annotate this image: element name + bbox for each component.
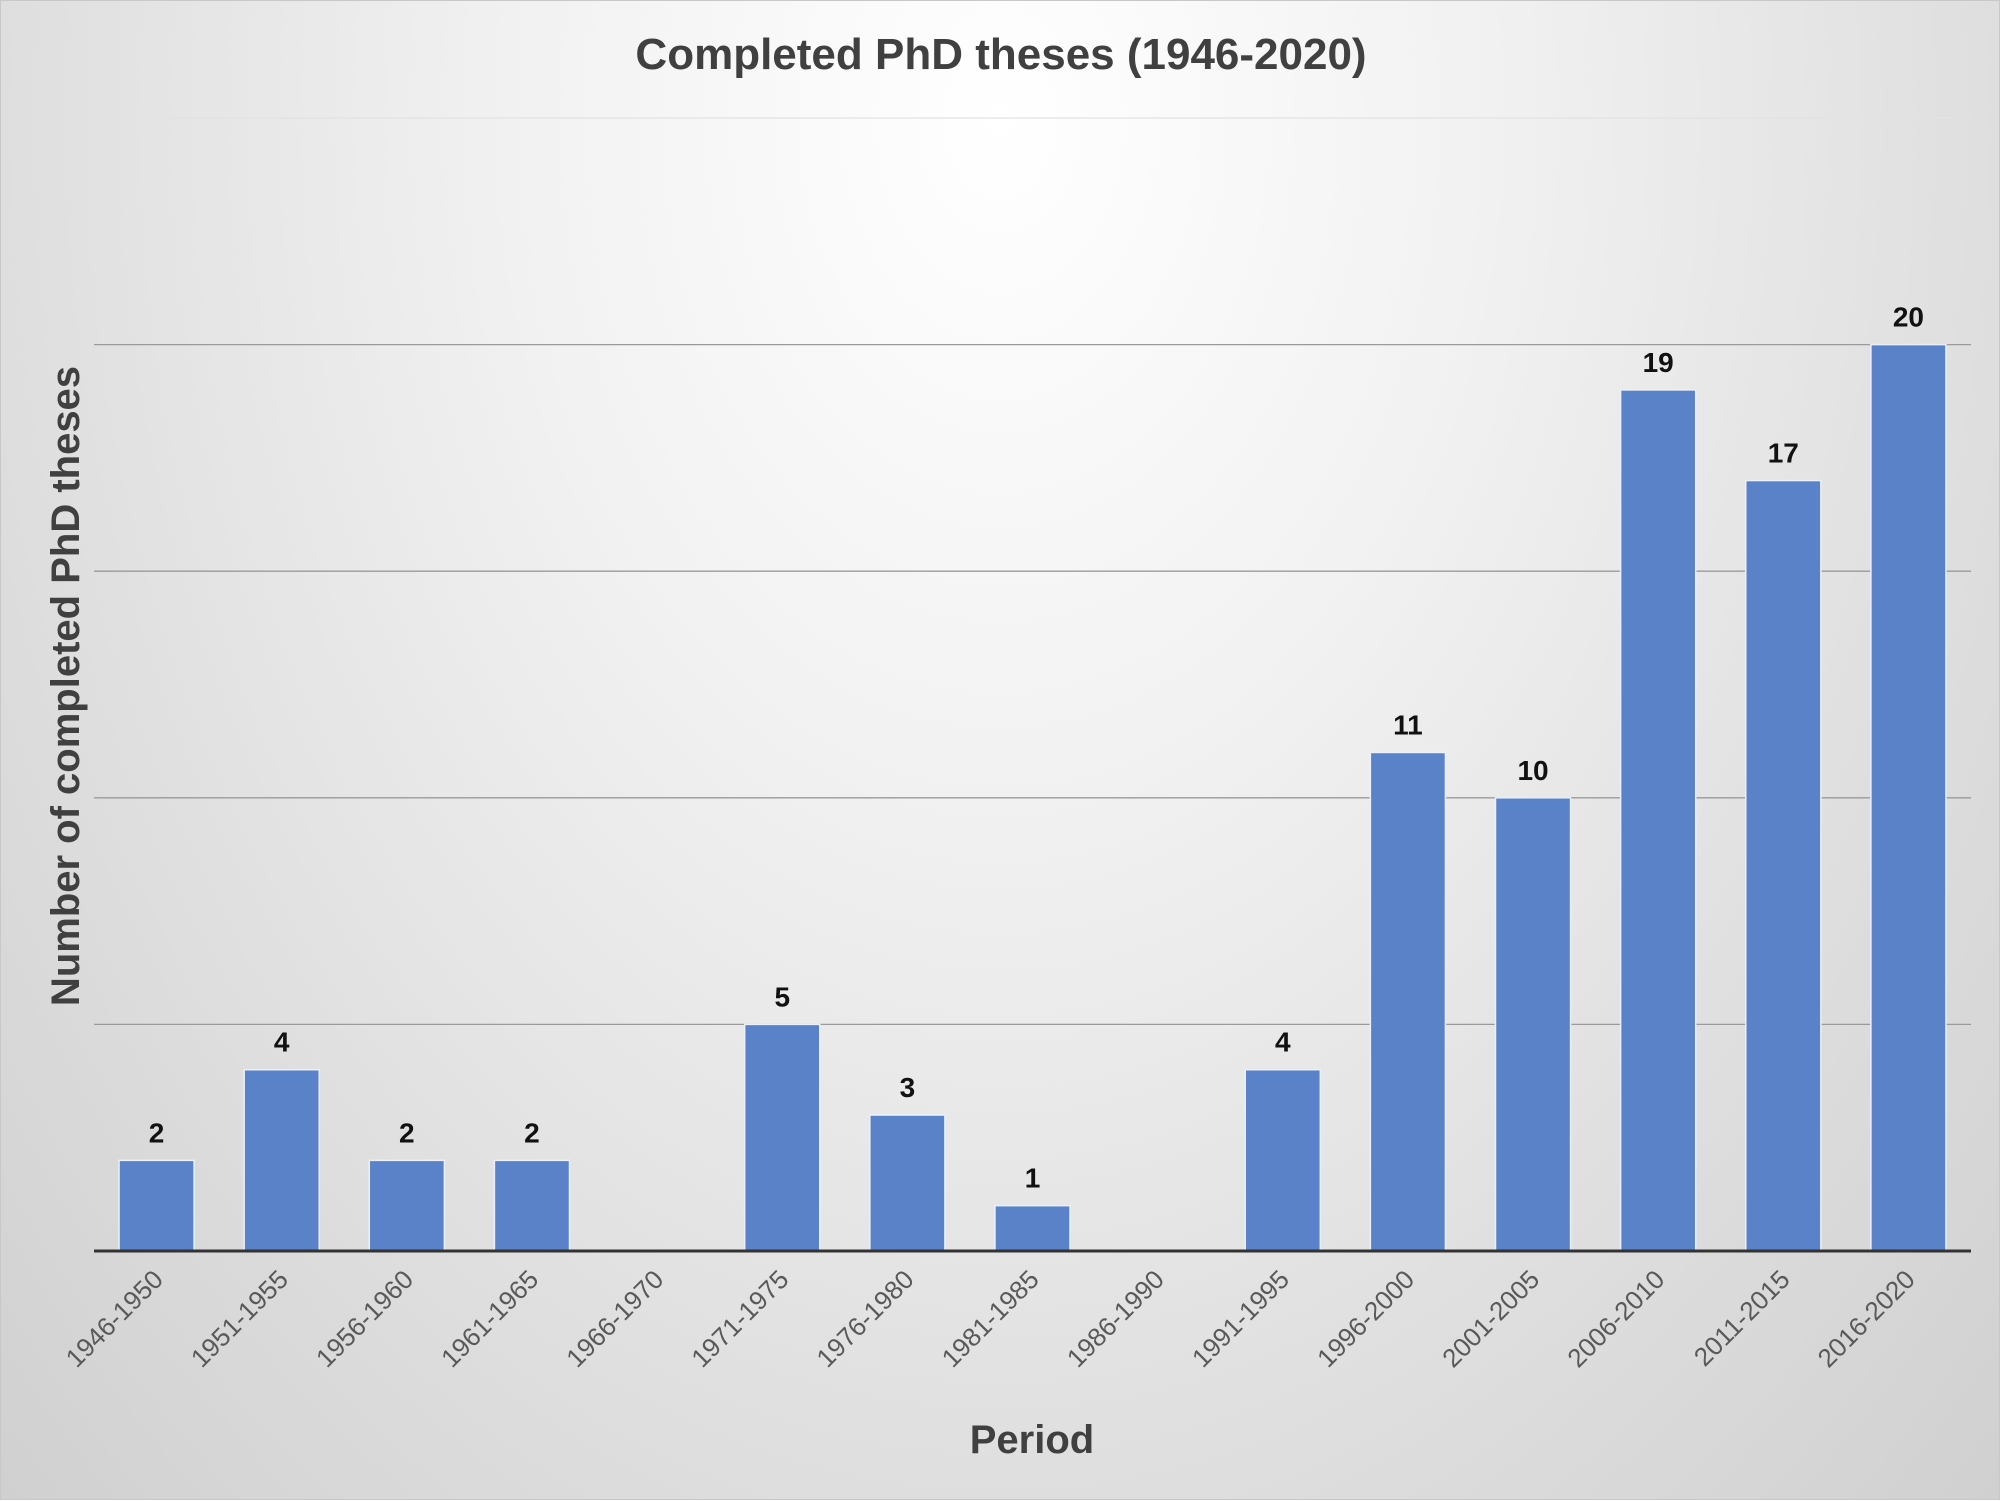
x-tick-label-1951-1955: 1951-1955 xyxy=(185,1264,294,1373)
x-tick-label-1946-1950: 1946-1950 xyxy=(60,1264,169,1373)
x-tick-label-1986-1990: 1986-1990 xyxy=(1061,1264,1170,1373)
bar-2016-2020 xyxy=(1870,343,1947,1252)
data-label-1976-1980: 3 xyxy=(900,1072,916,1103)
data-label-2001-2005: 10 xyxy=(1517,755,1548,786)
x-tick-label-1981-1985: 1981-1985 xyxy=(936,1264,1045,1373)
x-tick-label-2016-2020: 2016-2020 xyxy=(1812,1264,1921,1373)
x-tick-label-1996-2000: 1996-2000 xyxy=(1311,1264,1420,1373)
data-label-1981-1985: 1 xyxy=(1025,1163,1041,1194)
bar-1951-1955 xyxy=(243,1068,320,1252)
bar-2006-2010 xyxy=(1619,389,1697,1252)
bar-2011-2015 xyxy=(1745,479,1822,1252)
data-label-1961-1965: 2 xyxy=(524,1117,540,1148)
x-tick-label-2006-2010: 2006-2010 xyxy=(1561,1264,1670,1373)
x-tick-label-1991-1995: 1991-1995 xyxy=(1186,1264,1295,1373)
x-axis-title: Period xyxy=(970,1418,1094,1462)
chart-title: Completed PhD theses (1946-2020) xyxy=(635,30,1366,79)
data-label-1996-2000: 11 xyxy=(1393,709,1423,740)
data-label-1991-1995: 4 xyxy=(1275,1027,1291,1058)
bar-1976-1980 xyxy=(869,1114,946,1252)
data-labels: 2 4 2 2 5 3 1 4 11 10 19 17 20 xyxy=(149,302,1924,1194)
bar-1996-2000 xyxy=(1369,751,1447,1252)
bar-1961-1965 xyxy=(493,1159,571,1252)
x-tick-label-1961-1965: 1961-1965 xyxy=(435,1264,544,1373)
data-label-2011-2015: 17 xyxy=(1768,438,1799,469)
bar-1946-1950 xyxy=(118,1159,195,1252)
x-tick-label-1976-1980: 1976-1980 xyxy=(810,1264,919,1373)
bar-1956-1960 xyxy=(368,1159,446,1252)
x-tick-label-1966-1970: 1966-1970 xyxy=(560,1264,669,1373)
x-tick-label-2001-2005: 2001-2005 xyxy=(1436,1264,1545,1373)
data-label-2016-2020: 20 xyxy=(1893,302,1924,333)
data-label-1971-1975: 5 xyxy=(774,981,790,1012)
bar-1991-1995 xyxy=(1244,1068,1322,1252)
x-tick-label-1971-1975: 1971-1975 xyxy=(685,1264,794,1373)
data-label-2006-2010: 19 xyxy=(1643,347,1674,378)
bars xyxy=(118,343,1947,1252)
bar-1971-1975 xyxy=(743,1023,821,1252)
x-tick-label-2011-2015: 2011-2015 xyxy=(1688,1264,1796,1372)
x-tick-label-1956-1960: 1956-1960 xyxy=(310,1264,419,1373)
x-axis-tick-labels: 1946-1950 1951-1955 1956-1960 1961-1965 1966… xyxy=(60,1264,1921,1373)
data-label-1956-1960: 2 xyxy=(399,1117,415,1148)
bar-1981-1985 xyxy=(994,1204,1071,1252)
bar-2001-2005 xyxy=(1494,797,1572,1252)
data-label-1946-1950: 2 xyxy=(149,1117,165,1148)
data-label-1951-1955: 4 xyxy=(274,1027,290,1058)
y-axis-title: Number of completed PhD theses xyxy=(44,366,88,1006)
